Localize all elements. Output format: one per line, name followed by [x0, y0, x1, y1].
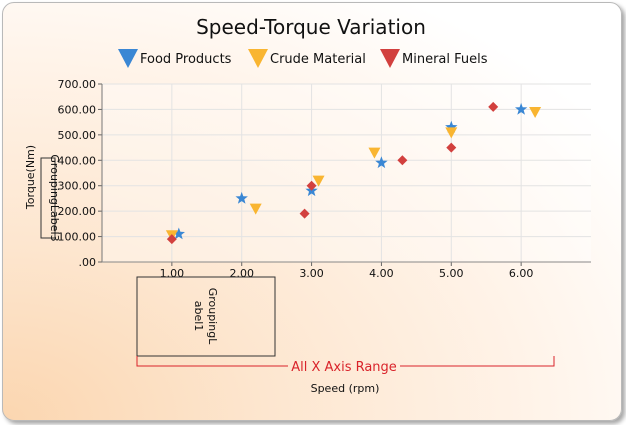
x-tick-label: 3.00: [299, 267, 324, 280]
y-tick-label: 100.00: [58, 231, 97, 244]
x-tick-label: 2.00: [229, 267, 254, 280]
data-point: [312, 175, 325, 187]
x-grouping-text-line1: GroupingL: [206, 288, 219, 345]
x-tick-labels: 1.00 2.00 3.00 4.00 5.00 6.00: [160, 267, 534, 280]
data-point: [529, 106, 542, 118]
legend-label: Mineral Fuels: [402, 52, 488, 67]
y-tick-label: .00: [79, 256, 97, 269]
legend: Food Products Crude Material Mineral Fuels: [118, 49, 488, 68]
x-axis-title: Speed (rpm): [311, 382, 380, 395]
x-range-label: All X Axis Range: [136, 356, 555, 375]
data-point: [445, 127, 458, 139]
x-tick-label: 4.00: [369, 267, 394, 280]
data-point: [172, 227, 185, 240]
y-tick-label: 200.00: [58, 205, 97, 218]
y-grouping-label: GroupingLabel3: [40, 154, 61, 242]
x-tick-label: 5.00: [439, 267, 464, 280]
legend-label: Crude Material: [270, 52, 366, 67]
data-point: [488, 101, 499, 112]
legend-item: Food Products: [118, 49, 232, 68]
y-tick-label: 400.00: [58, 154, 97, 167]
data-points: [165, 101, 542, 245]
y-grouping-text: GroupingLabel3: [48, 154, 61, 241]
legend-marker: [380, 49, 400, 68]
legend-label: Food Products: [140, 52, 232, 67]
legend-marker: [118, 49, 138, 68]
y-tick-label: 600.00: [58, 103, 97, 116]
y-axis-title: Torque(Nm): [24, 145, 37, 210]
x-range-bracket: [136, 356, 555, 367]
chart-title: Speed-Torque Variation: [196, 15, 426, 39]
y-tick-label: 700.00: [58, 78, 97, 91]
series-1: [165, 106, 542, 242]
legend-marker: [248, 49, 268, 68]
data-point: [249, 203, 262, 215]
y-grouping-box: [40, 157, 56, 239]
x-range-text: All X Axis Range: [291, 360, 397, 375]
data-point: [446, 142, 457, 153]
y-tick-label: 500.00: [58, 129, 97, 142]
data-point: [368, 147, 381, 159]
data-point: [397, 155, 408, 166]
data-point: [515, 102, 528, 115]
x-tick-label: 1.00: [160, 267, 185, 280]
axes: [101, 84, 591, 263]
legend-item: Mineral Fuels: [380, 49, 488, 68]
y-tick-label: 300.00: [58, 180, 97, 193]
x-grouping-text-line2: abel1: [192, 301, 205, 332]
x-grouping-label: GroupingL abel1: [136, 276, 276, 357]
x-grouping-box: [136, 276, 276, 357]
series-2: [166, 101, 499, 245]
y-tick-labels: .00 100.00 200.00 300.00 400.00 500.00 600.00 7…: [58, 78, 97, 269]
data-point: [375, 156, 388, 169]
plot-area: [102, 84, 591, 262]
data-point: [306, 180, 317, 191]
data-point: [235, 191, 248, 204]
data-point: [445, 120, 458, 133]
legend-item: Crude Material: [248, 49, 366, 68]
data-point: [166, 234, 177, 245]
data-point: [299, 208, 310, 219]
x-tick-label: 6.00: [509, 267, 534, 280]
